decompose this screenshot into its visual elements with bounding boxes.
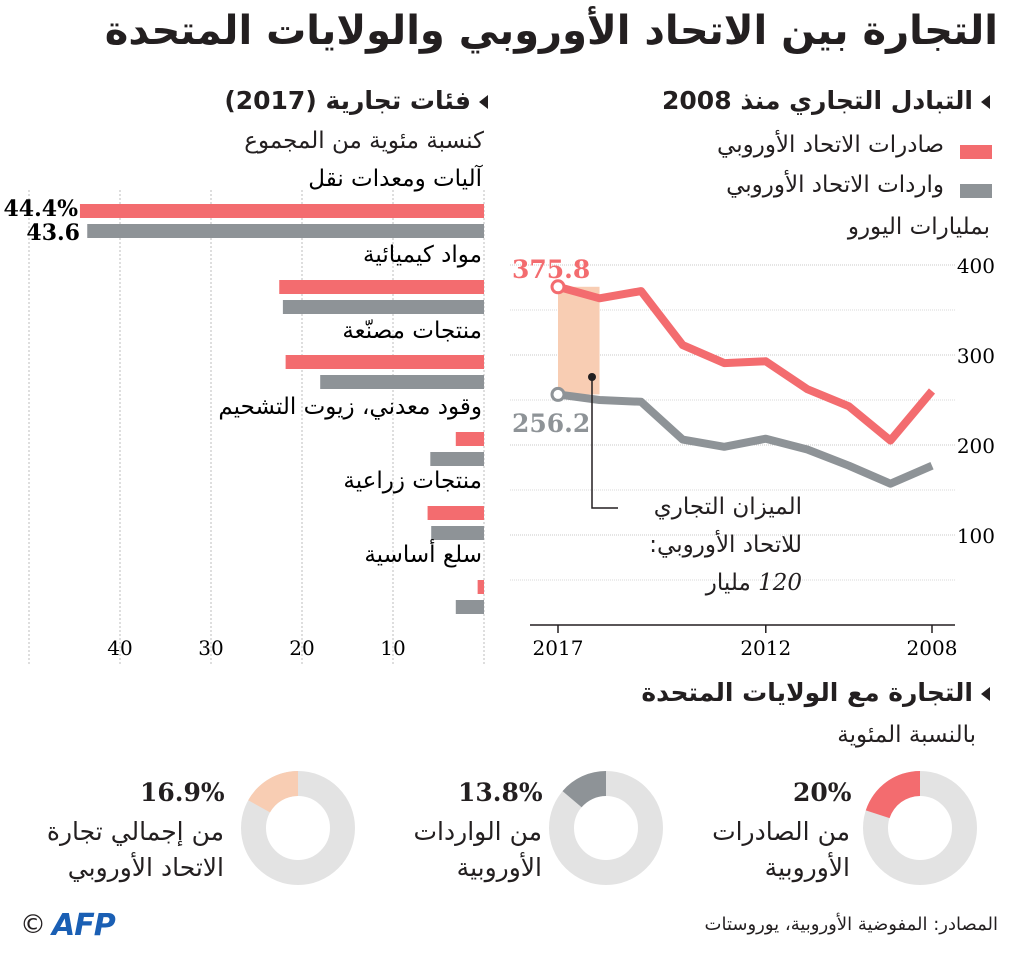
export-value-label: 375.8 [512,255,590,284]
import-line [557,390,934,488]
bar-import [431,526,484,540]
bar-chart: آليات ومعدات نقل مواد كيميائية منتجات مصنّ… [4,164,485,665]
x-tick-label: 40 [107,636,132,660]
balance-label-line1: الميزان التجاري [653,494,802,520]
triangle-bullet-icon [479,95,488,109]
donut-charts [241,771,977,885]
legend-label-export: صادرات الاتحاد الأوروبي [717,132,944,158]
balance-pointer-line [591,377,618,509]
triangle-bullet-icon [981,687,990,701]
donut-section-subheading: بالنسبة المئوية [837,722,976,748]
y-tick-label: 200 [957,434,995,458]
line-section-heading: التبادل التجاري منذ 2008 [662,86,990,115]
bar-category-label: مواد كيميائية [363,242,482,268]
bar-import [282,300,484,314]
bar-import [320,375,484,389]
legend-swatch-import [960,184,992,198]
x-tick-label: 10 [380,636,405,660]
balance-value: 120 مليار [705,570,802,596]
x-tick-label: 2008 [907,636,958,660]
y-tick-label: 100 [957,524,995,548]
donut-slice [248,771,298,813]
bar-category-label: سلع أساسية [364,539,482,568]
x-tick-label: 20 [289,636,314,660]
donut-slice [562,771,606,808]
bar-export [477,580,484,594]
bar-category-label: منتجات زراعية [343,468,482,494]
import-value-label: 256.2 [512,409,590,438]
bar-import [455,600,484,614]
x-tick-label: 30 [198,636,223,660]
copyright-symbol: © [20,910,46,940]
bar-export [279,280,484,294]
afp-logo: AFP [52,908,116,943]
donut-pct-total: 16.9% [140,778,225,807]
bar-category-label: آليات ومعدات نقل [308,164,483,192]
legend-label-import: واردات الاتحاد الأوروبي [726,172,944,198]
donut-pct-exports: 20% [793,778,852,807]
donut-text-exports: من الصادرات الأوروبية [712,817,850,882]
page-title: التجارة بين الاتحاد الأوروبي والولايات ا… [104,8,998,54]
bar-export [285,355,484,369]
bar-value-label-export: 44.4% [4,196,79,222]
bar-section-heading: فئات تجارية (2017) [224,86,488,115]
bar-category-label: منتجات مصنّعة [342,318,482,344]
donut-text-imports: من الواردات الأوروبية [413,817,542,882]
bar-import [430,452,484,466]
y-tick-label: 400 [957,254,995,278]
bar-export [79,204,485,218]
legend-swatch-export [960,145,992,159]
x-tick-label: 2017 [533,636,584,660]
bar-export [427,506,484,520]
source-text: المصادر: المفوضية الأوروبية، يوروستات [704,914,998,935]
bar-value-label-import: 43.6 [26,220,80,246]
donut-pct-imports: 13.8% [458,778,543,807]
bar-category-label: وقود معدني، زيوت التشحيم [218,394,482,420]
bar-export [455,432,484,446]
bar-import [87,224,485,238]
bar-section-subheading: كنسبة مئوية من المجموع [244,128,484,154]
unit-label: بمليارات اليورو [847,214,990,240]
line-chart: 375.8 256.2 100 200 300 400 2008 2012 2017 [510,254,995,660]
x-tick-label: 2012 [740,636,791,660]
donut-section-heading: التجارة مع الولايات المتحدة [641,678,990,707]
donut-slice [865,771,920,819]
import-start-marker [550,386,566,402]
triangle-bullet-icon [981,95,990,109]
donut-text-total: من إجمالي تجارة الاتحاد الأوروبي [46,817,224,882]
y-tick-label: 300 [957,344,995,368]
export-line [556,282,936,445]
export-start-marker [550,279,566,295]
balance-label-line2: للاتحاد الأوروبي: [649,532,802,558]
